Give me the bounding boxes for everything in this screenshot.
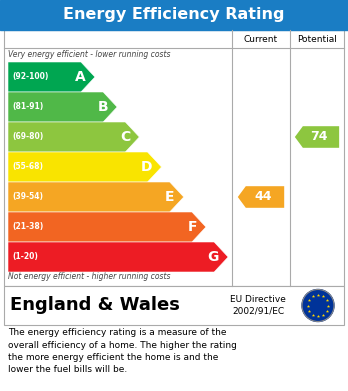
Text: C: C <box>120 130 130 144</box>
Text: Very energy efficient - lower running costs: Very energy efficient - lower running co… <box>8 50 171 59</box>
Text: B: B <box>97 100 108 114</box>
Text: England & Wales: England & Wales <box>10 296 180 314</box>
Bar <box>4 286 344 325</box>
Text: (81-91): (81-91) <box>12 102 43 111</box>
Text: (69-80): (69-80) <box>12 133 43 142</box>
Text: G: G <box>208 250 219 264</box>
Text: (92-100): (92-100) <box>12 72 48 81</box>
Text: (1-20): (1-20) <box>12 253 38 262</box>
Text: (39-54): (39-54) <box>12 192 43 201</box>
Text: Energy Efficiency Rating: Energy Efficiency Rating <box>63 7 285 23</box>
Text: A: A <box>75 70 86 84</box>
Text: Potential: Potential <box>297 34 337 43</box>
Polygon shape <box>8 182 184 212</box>
Text: (21-38): (21-38) <box>12 222 43 231</box>
Circle shape <box>302 289 334 321</box>
Polygon shape <box>8 152 161 182</box>
Polygon shape <box>8 62 95 92</box>
Text: EU Directive
2002/91/EC: EU Directive 2002/91/EC <box>230 295 286 316</box>
Text: Not energy efficient - higher running costs: Not energy efficient - higher running co… <box>8 272 171 281</box>
Polygon shape <box>8 92 117 122</box>
Text: F: F <box>188 220 197 234</box>
Bar <box>0 0 348 30</box>
Bar <box>4 30 344 286</box>
Polygon shape <box>238 186 284 208</box>
Text: 74: 74 <box>310 131 328 143</box>
Text: D: D <box>141 160 152 174</box>
Text: The energy efficiency rating is a measure of the
overall efficiency of a home. T: The energy efficiency rating is a measur… <box>8 328 237 375</box>
Polygon shape <box>8 212 206 242</box>
Text: Current: Current <box>244 34 278 43</box>
Text: E: E <box>165 190 175 204</box>
Text: (55-68): (55-68) <box>12 163 43 172</box>
Polygon shape <box>295 126 339 148</box>
Polygon shape <box>8 242 228 272</box>
Polygon shape <box>8 122 139 152</box>
Text: 44: 44 <box>254 190 272 203</box>
